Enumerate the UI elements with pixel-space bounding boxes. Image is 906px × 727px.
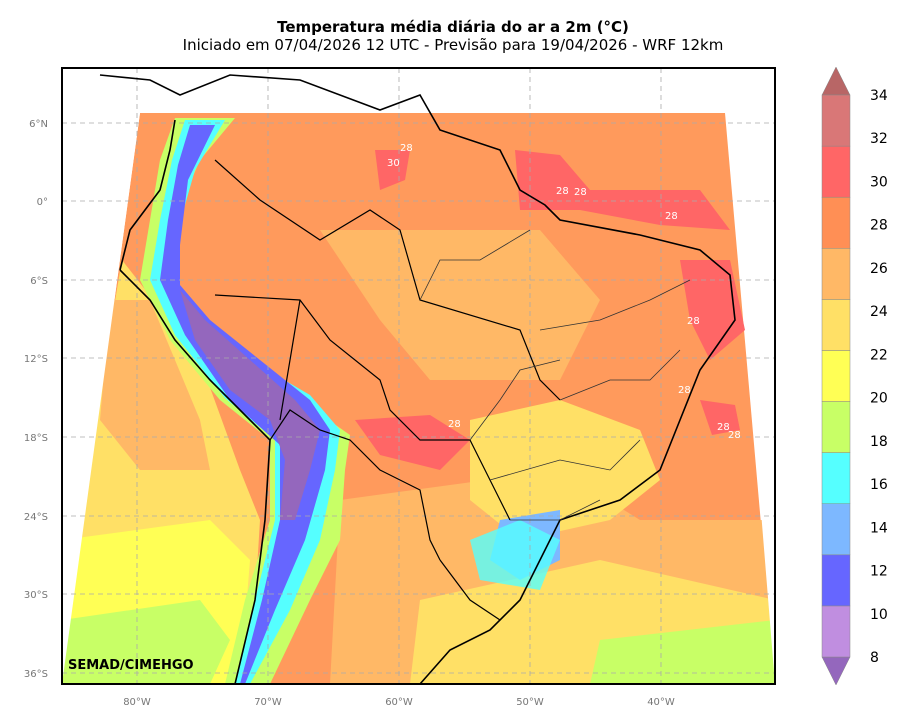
contour-label: 28 [678, 385, 691, 396]
lon-tick-label: 60°W [385, 697, 413, 708]
contour-label: 30 [387, 158, 400, 169]
field-zone-22-southeast [470, 400, 660, 540]
colorbar-label: 26 [870, 261, 888, 277]
field-zone-28-central [355, 415, 470, 470]
map-frame [61, 67, 776, 685]
colorbar-label: 12 [870, 564, 888, 580]
field-zone-18 [62, 600, 230, 684]
colorbar-segment [821, 452, 851, 504]
colorbar-segment [821, 248, 851, 300]
andes-band-12 [160, 125, 330, 684]
lat-tick-label: 0° [37, 197, 48, 208]
colorbar-label: 22 [870, 347, 888, 363]
lon-axis: 80°W 70°W 60°W 50°W 40°W [123, 697, 675, 708]
outside-domain-east [725, 68, 775, 684]
colorbar: 8 10 12 14 16 18 20 22 24 26 28 30 32 34 [821, 66, 888, 686]
contour-label: 28 [717, 422, 730, 433]
field-zone-18-south [590, 620, 775, 684]
outside-domain-west [62, 68, 140, 684]
chart-title: Temperatura média diária do ar a 2m (°C) [277, 18, 629, 36]
colorbar-label: 28 [870, 218, 888, 234]
contour-label: 28 [728, 430, 741, 441]
state-borders [419, 229, 691, 521]
colorbar-label: 20 [870, 391, 888, 407]
coastlines [99, 74, 736, 684]
colorbar-segment [821, 554, 851, 607]
lat-tick-label: 6°N [29, 119, 48, 130]
lat-tick-label: 18°S [24, 433, 48, 444]
colorbar-segment [821, 401, 851, 453]
colorbar-extend-max [821, 66, 851, 96]
andes-band-8 [180, 290, 320, 520]
colorbar-label: 30 [870, 174, 888, 190]
colorbar-label: 18 [870, 434, 888, 450]
contour-label: 28 [574, 187, 587, 198]
lat-tick-label: 36°S [24, 669, 48, 680]
field-zone-28-northeast [680, 260, 745, 360]
lon-tick-label: 80°W [123, 697, 151, 708]
colorbar-segment [821, 605, 851, 658]
field-zone-28-north [515, 150, 730, 230]
lat-tick-label: 6°S [30, 276, 48, 287]
colorbar-segment [821, 299, 851, 351]
contour-label: 28 [556, 186, 569, 197]
colorbar-segment [821, 145, 851, 198]
contour-label: 28 [665, 211, 678, 222]
field-zone-24-pacific [100, 300, 210, 470]
colorbar-label: 14 [870, 520, 888, 536]
chart-subtitle: Iniciado em 07/04/2026 12 UTC - Previsão… [182, 36, 724, 54]
colorbar-label: 10 [870, 607, 888, 623]
outside-domain-north [140, 68, 725, 113]
colorbar-segment [821, 196, 851, 249]
temperature-field: 28 30 28 28 28 28 28 28 28 28 SEMAD/CIME… [62, 68, 775, 684]
lon-tick-label: 40°W [647, 697, 675, 708]
lat-axis: 6°N 0° 6°S 12°S 18°S 24°S 30°S 36°S [24, 119, 48, 680]
contour-label: 28 [687, 316, 700, 327]
lat-tick-label: 12°S [24, 354, 48, 365]
country-borders [214, 159, 561, 621]
lat-tick-label: 30°S [24, 590, 48, 601]
colorbar-label: 24 [870, 304, 888, 320]
field-zone-30-north [375, 150, 410, 190]
colorbar-label: 16 [870, 477, 888, 493]
colorbar-segment [821, 94, 851, 147]
field-zone-16-southeast [470, 520, 560, 590]
colorbar-segment [821, 350, 851, 402]
lon-tick-label: 50°W [516, 697, 544, 708]
contour-label: 28 [400, 143, 413, 154]
lon-tick-label: 70°W [254, 697, 282, 708]
credit-label: SEMAD/CIMEHGO [68, 658, 194, 673]
colorbar-label: 8 [870, 650, 879, 666]
field-zone-28-atlantic [700, 400, 740, 435]
colorbar-label: 32 [870, 131, 888, 147]
contour-label: 28 [448, 419, 461, 430]
lat-tick-label: 24°S [24, 512, 48, 523]
colorbar-segment [821, 503, 851, 556]
colorbar-label: 34 [870, 88, 888, 104]
colorbar-extend-min [821, 656, 851, 686]
